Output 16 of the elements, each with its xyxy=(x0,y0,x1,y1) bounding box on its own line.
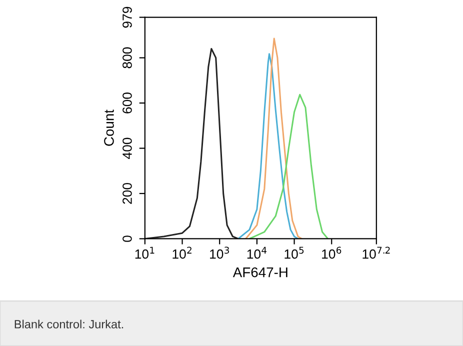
y-tick-label: 979 xyxy=(122,6,132,28)
x-tick-label: 10$^{4}$ xyxy=(247,246,267,259)
y-tick-label: 400 xyxy=(122,138,132,159)
y-tick-label: 600 xyxy=(122,92,132,114)
x-tick-label: 10$^{3}$ xyxy=(210,246,229,259)
y-tick-label: 800 xyxy=(122,47,132,68)
x-tick-label: 10$^{5}$ xyxy=(284,246,304,259)
x-tick-label: 10$^{1}$ xyxy=(135,246,154,259)
y-tick-label: 0 xyxy=(122,236,132,242)
x-tick-label: 10$^{2}$ xyxy=(172,246,192,259)
text: Blank control: Jurkat. xyxy=(14,320,124,328)
x-tick-label: 10$^{6}$ xyxy=(322,246,342,259)
y-tick-label: 200 xyxy=(122,183,132,204)
y-axis-title: Count xyxy=(104,110,114,146)
x-axis-title: AF647-H xyxy=(232,267,288,278)
x-tick-label: 10$^{7.2}$ xyxy=(362,246,390,259)
